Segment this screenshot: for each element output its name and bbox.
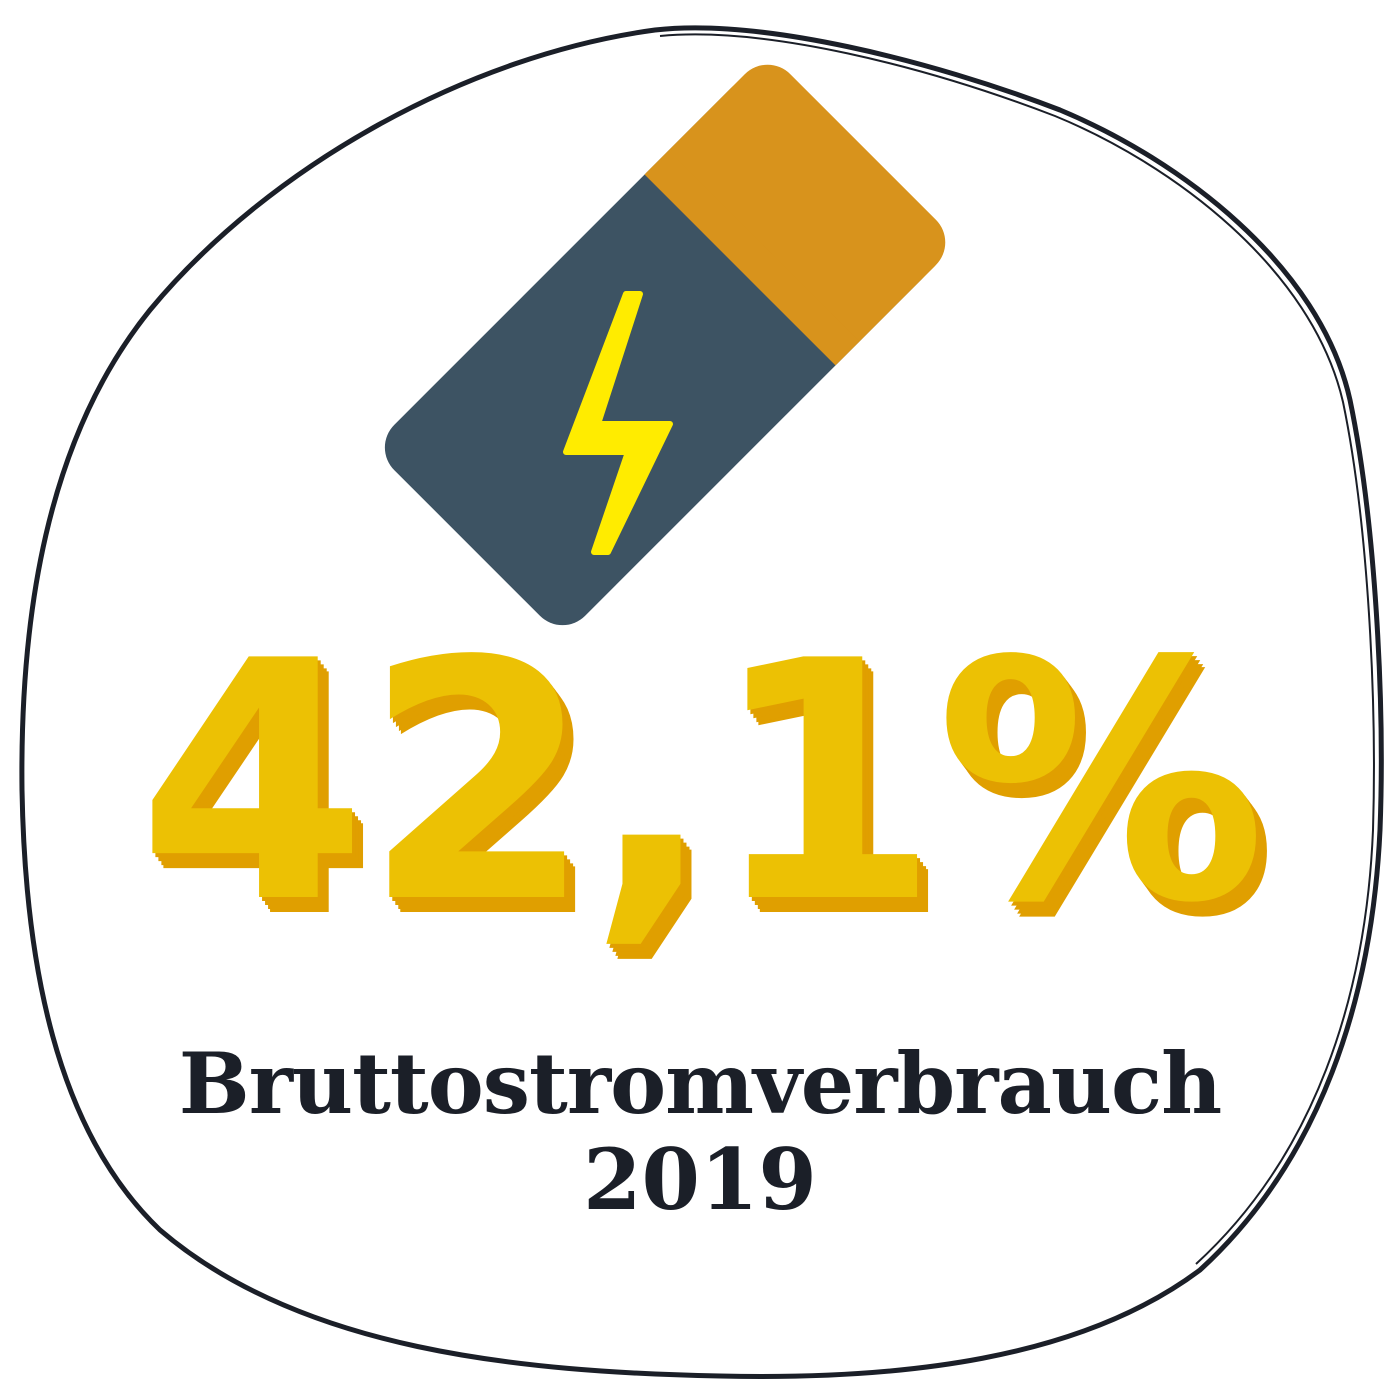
caption-label: Bruttostromverbrauch [178,1034,1222,1133]
badge-outline [19,25,1384,1379]
caption-year: 2019 [583,1130,817,1229]
headline-value: 42,1% [137,591,1267,975]
badge-outline-inner [659,33,1375,1265]
battery-charging-icon [384,59,946,626]
lightning-bolt-icon [563,291,673,555]
